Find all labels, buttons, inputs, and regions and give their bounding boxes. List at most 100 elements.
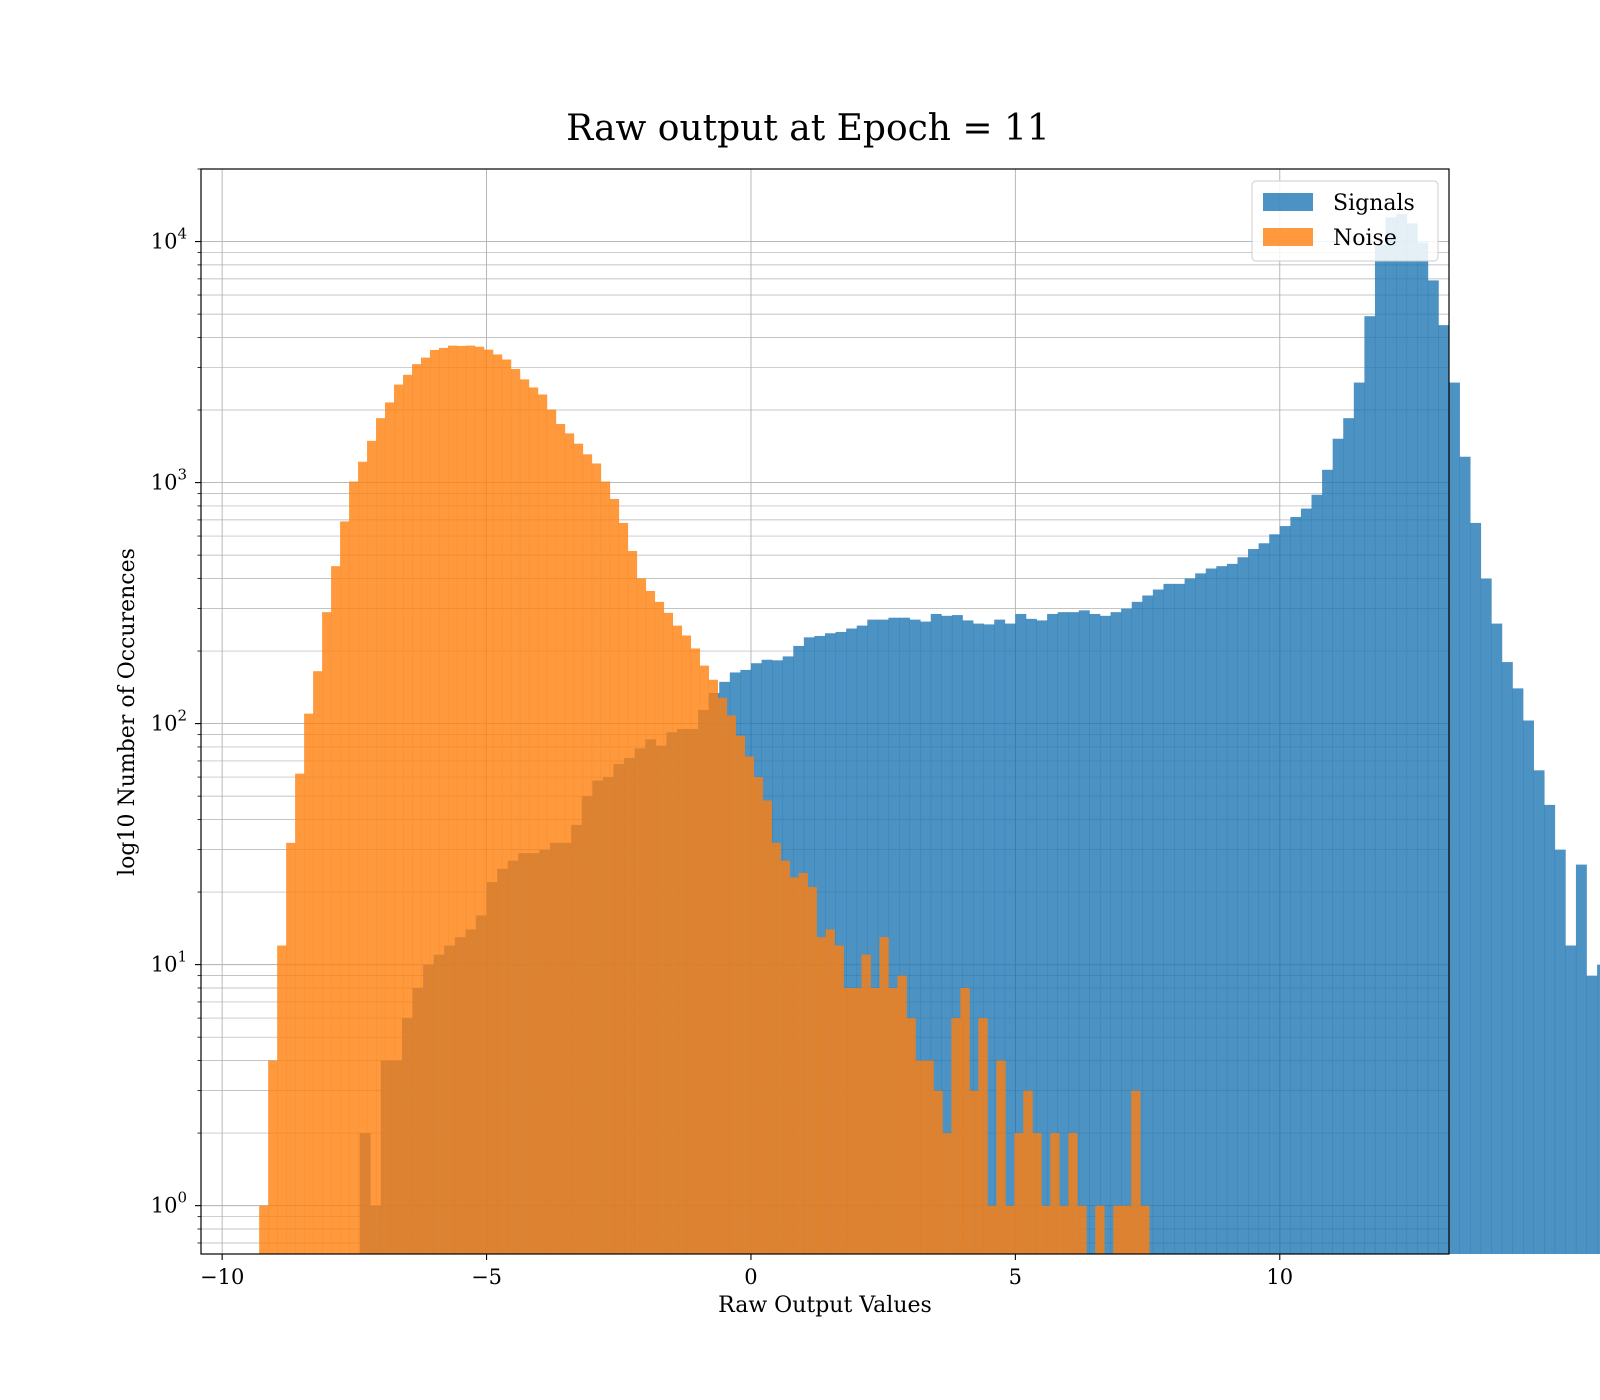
- histogram-bar-noise: [304, 713, 314, 1254]
- histogram-bar-noise: [816, 937, 826, 1254]
- histogram-bar-signals: [962, 620, 974, 1254]
- histogram-bar-signals: [1449, 382, 1460, 1254]
- y-tick-exponent: 3: [177, 466, 187, 484]
- histogram-bar-signals: [1438, 325, 1450, 1255]
- histogram-bar-noise: [780, 860, 790, 1254]
- y-tick-label: 101: [151, 948, 187, 977]
- histogram-bar-signals: [920, 621, 932, 1254]
- histogram-bar-signals: [930, 613, 942, 1254]
- series-noise: [259, 345, 1150, 1255]
- histogram-bar-noise: [268, 1060, 278, 1254]
- histogram-bar-signals: [1004, 623, 1016, 1254]
- histogram-bar-noise: [465, 345, 476, 1255]
- histogram-bar-signals: [1533, 770, 1545, 1254]
- histogram-bar-signals: [909, 619, 921, 1254]
- histogram-bar-noise: [1068, 1133, 1078, 1254]
- histogram-bar-signals: [1205, 568, 1217, 1254]
- histogram-bar-signals: [1396, 214, 1408, 1254]
- histogram-bar-noise: [906, 1018, 916, 1254]
- histogram-bar-signals: [1311, 494, 1323, 1255]
- histogram-bar-noise: [573, 443, 584, 1255]
- y-axis-label: log10 Number of Occurences: [115, 548, 140, 876]
- histogram-bar-noise: [1122, 1205, 1132, 1254]
- histogram-bar-noise: [1050, 1133, 1060, 1254]
- histogram-bar-noise: [1014, 1133, 1024, 1254]
- x-axis: −10 −5 0 5 10: [200, 1254, 1293, 1289]
- histogram-bar-signals: [951, 615, 963, 1254]
- histogram-bar-signals: [888, 617, 900, 1254]
- y-tick-exponent: 2: [177, 707, 187, 725]
- histogram-bar-noise: [429, 349, 440, 1254]
- histogram-bar-noise: [591, 463, 602, 1255]
- histogram-bar-noise: [537, 394, 548, 1254]
- histogram-bar-signals: [1089, 613, 1101, 1254]
- legend-label-signals: Signals: [1333, 191, 1415, 216]
- histogram-bar-noise: [744, 756, 754, 1254]
- y-tick-exponent: 0: [177, 1189, 187, 1207]
- legend-swatch-signals: [1263, 193, 1313, 211]
- histogram-bar-signals: [983, 624, 995, 1254]
- histogram-bar-signals: [1406, 223, 1418, 1254]
- histogram-bar-signals: [1110, 612, 1122, 1254]
- histogram-bar-signals: [1099, 615, 1111, 1254]
- histogram-bar-noise: [969, 1090, 979, 1254]
- histogram-bar-noise: [942, 1133, 952, 1254]
- histogram-bar-signals: [1025, 618, 1037, 1254]
- histogram-bar-noise: [501, 359, 512, 1254]
- histogram-bar-signals: [973, 623, 984, 1254]
- histogram-bar-noise: [672, 625, 683, 1254]
- histogram-bar-signals: [856, 625, 868, 1254]
- histogram-bar-signals: [846, 628, 858, 1254]
- histogram-bar-noise: [277, 945, 287, 1254]
- histogram-bar-signals: [1480, 578, 1492, 1254]
- legend-label-noise: Noise: [1333, 226, 1397, 251]
- histogram-bar-signals: [1047, 613, 1059, 1254]
- histogram-bar-noise: [834, 945, 844, 1254]
- histogram-bar-signals: [1269, 534, 1281, 1254]
- histogram-bar-signals: [1195, 573, 1207, 1254]
- histogram-bar-signals: [1586, 975, 1598, 1254]
- histogram-bar-signals: [1131, 601, 1143, 1254]
- histogram-bar-noise: [385, 402, 395, 1254]
- histogram-bar-noise: [1113, 1205, 1123, 1254]
- y-tick-label: 100: [151, 1189, 187, 1218]
- histogram-bar-signals: [1385, 217, 1397, 1255]
- bars-layer: [259, 214, 1600, 1255]
- histogram-bar-signals: [1470, 522, 1482, 1254]
- y-tick-base: 10: [151, 230, 178, 254]
- histogram-bar-signals: [877, 619, 889, 1254]
- x-tick-label: 0: [744, 1265, 757, 1289]
- histogram-bar-signals: [1554, 849, 1566, 1254]
- histogram-bar-noise: [888, 987, 898, 1254]
- histogram-bar-signals: [1364, 316, 1376, 1254]
- histogram-bar-noise: [618, 522, 629, 1254]
- histogram-bar-noise: [286, 842, 296, 1254]
- histogram-bar-signals: [1597, 964, 1600, 1254]
- histogram-bar-noise: [708, 679, 719, 1254]
- legend: Signals Noise: [1251, 180, 1439, 262]
- histogram-bar-noise: [996, 1060, 1006, 1254]
- histogram-bar-noise: [726, 715, 736, 1254]
- histogram-bar-signals: [1544, 804, 1556, 1254]
- histogram-bar-signals: [1523, 720, 1534, 1254]
- histogram-bar-noise: [600, 481, 611, 1254]
- histogram-bar-noise: [403, 374, 413, 1254]
- y-tick-exponent: 1: [177, 948, 187, 966]
- histogram-bar-noise: [987, 1205, 997, 1254]
- histogram-bar-noise: [546, 409, 557, 1255]
- histogram-bar-noise: [447, 345, 458, 1255]
- histogram-bar-noise: [627, 551, 638, 1254]
- histogram-bar-noise: [663, 612, 674, 1254]
- histogram-bar-signals: [1565, 945, 1577, 1254]
- histogram-bar-noise: [879, 937, 889, 1254]
- histogram-bar-noise: [1077, 1205, 1087, 1254]
- histogram-bar-noise: [1032, 1133, 1042, 1254]
- histogram-bar-signals: [1290, 516, 1302, 1254]
- histogram-bar-noise: [259, 1205, 269, 1254]
- y-tick-base: 10: [151, 712, 178, 736]
- histogram-bar-noise: [789, 877, 799, 1254]
- plot-frame: [200, 168, 1450, 1255]
- histogram-bar-noise: [933, 1090, 943, 1254]
- histogram-bar-noise: [358, 461, 368, 1254]
- histogram-bar-noise: [349, 481, 359, 1254]
